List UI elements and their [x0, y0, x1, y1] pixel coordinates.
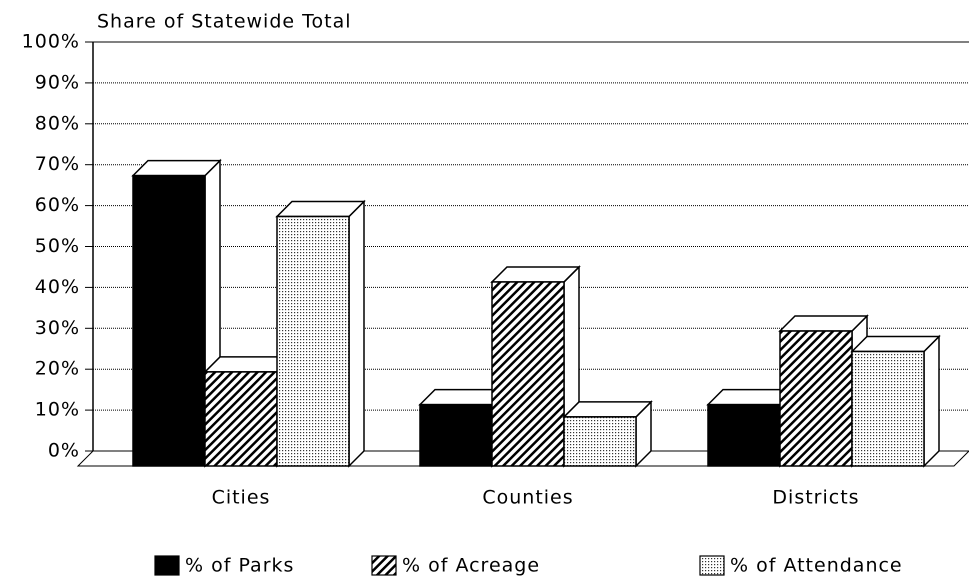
- y-tick-label: 50%: [35, 235, 80, 257]
- bar: [132, 174, 206, 467]
- bar-top: [562, 401, 653, 418]
- y-tick-label: 70%: [35, 153, 80, 175]
- x-tick-label: Cities: [212, 487, 271, 509]
- y-axis-title: Share of Statewide Total: [97, 11, 352, 33]
- bar: [779, 330, 853, 467]
- y-tick-label: 30%: [35, 317, 80, 339]
- bar: [419, 403, 493, 467]
- bar: [491, 281, 565, 467]
- y-tick-label: 10%: [35, 399, 80, 421]
- bar-top: [275, 200, 366, 218]
- legend-label: % of Attendance: [730, 555, 903, 577]
- bar: [563, 416, 637, 467]
- legend-swatch: [371, 555, 397, 576]
- y-tick-label: 40%: [35, 276, 80, 298]
- bar: [851, 350, 925, 467]
- bar: [707, 403, 781, 467]
- bar-top: [850, 335, 941, 353]
- legend-label: % of Acreage: [402, 555, 540, 577]
- bar: [204, 371, 278, 467]
- bar-side: [923, 334, 940, 468]
- y-tick-label: 20%: [35, 358, 80, 380]
- y-tick-label: 0%: [48, 440, 80, 462]
- y-tick-label: 90%: [35, 71, 80, 93]
- bar-side: [348, 199, 365, 468]
- x-tick-label: Districts: [772, 487, 859, 509]
- legend-label: % of Parks: [185, 555, 294, 577]
- legend-swatch: [699, 555, 725, 576]
- bar-top: [131, 159, 222, 177]
- y-tick-label: 100%: [22, 31, 80, 53]
- y-tick-label: 60%: [35, 194, 80, 216]
- bar-top: [778, 315, 869, 332]
- legend-swatch: [154, 555, 180, 576]
- bar-top: [490, 266, 581, 283]
- y-tick-label: 80%: [35, 112, 80, 134]
- bar: [276, 215, 350, 467]
- x-tick-label: Counties: [482, 487, 573, 509]
